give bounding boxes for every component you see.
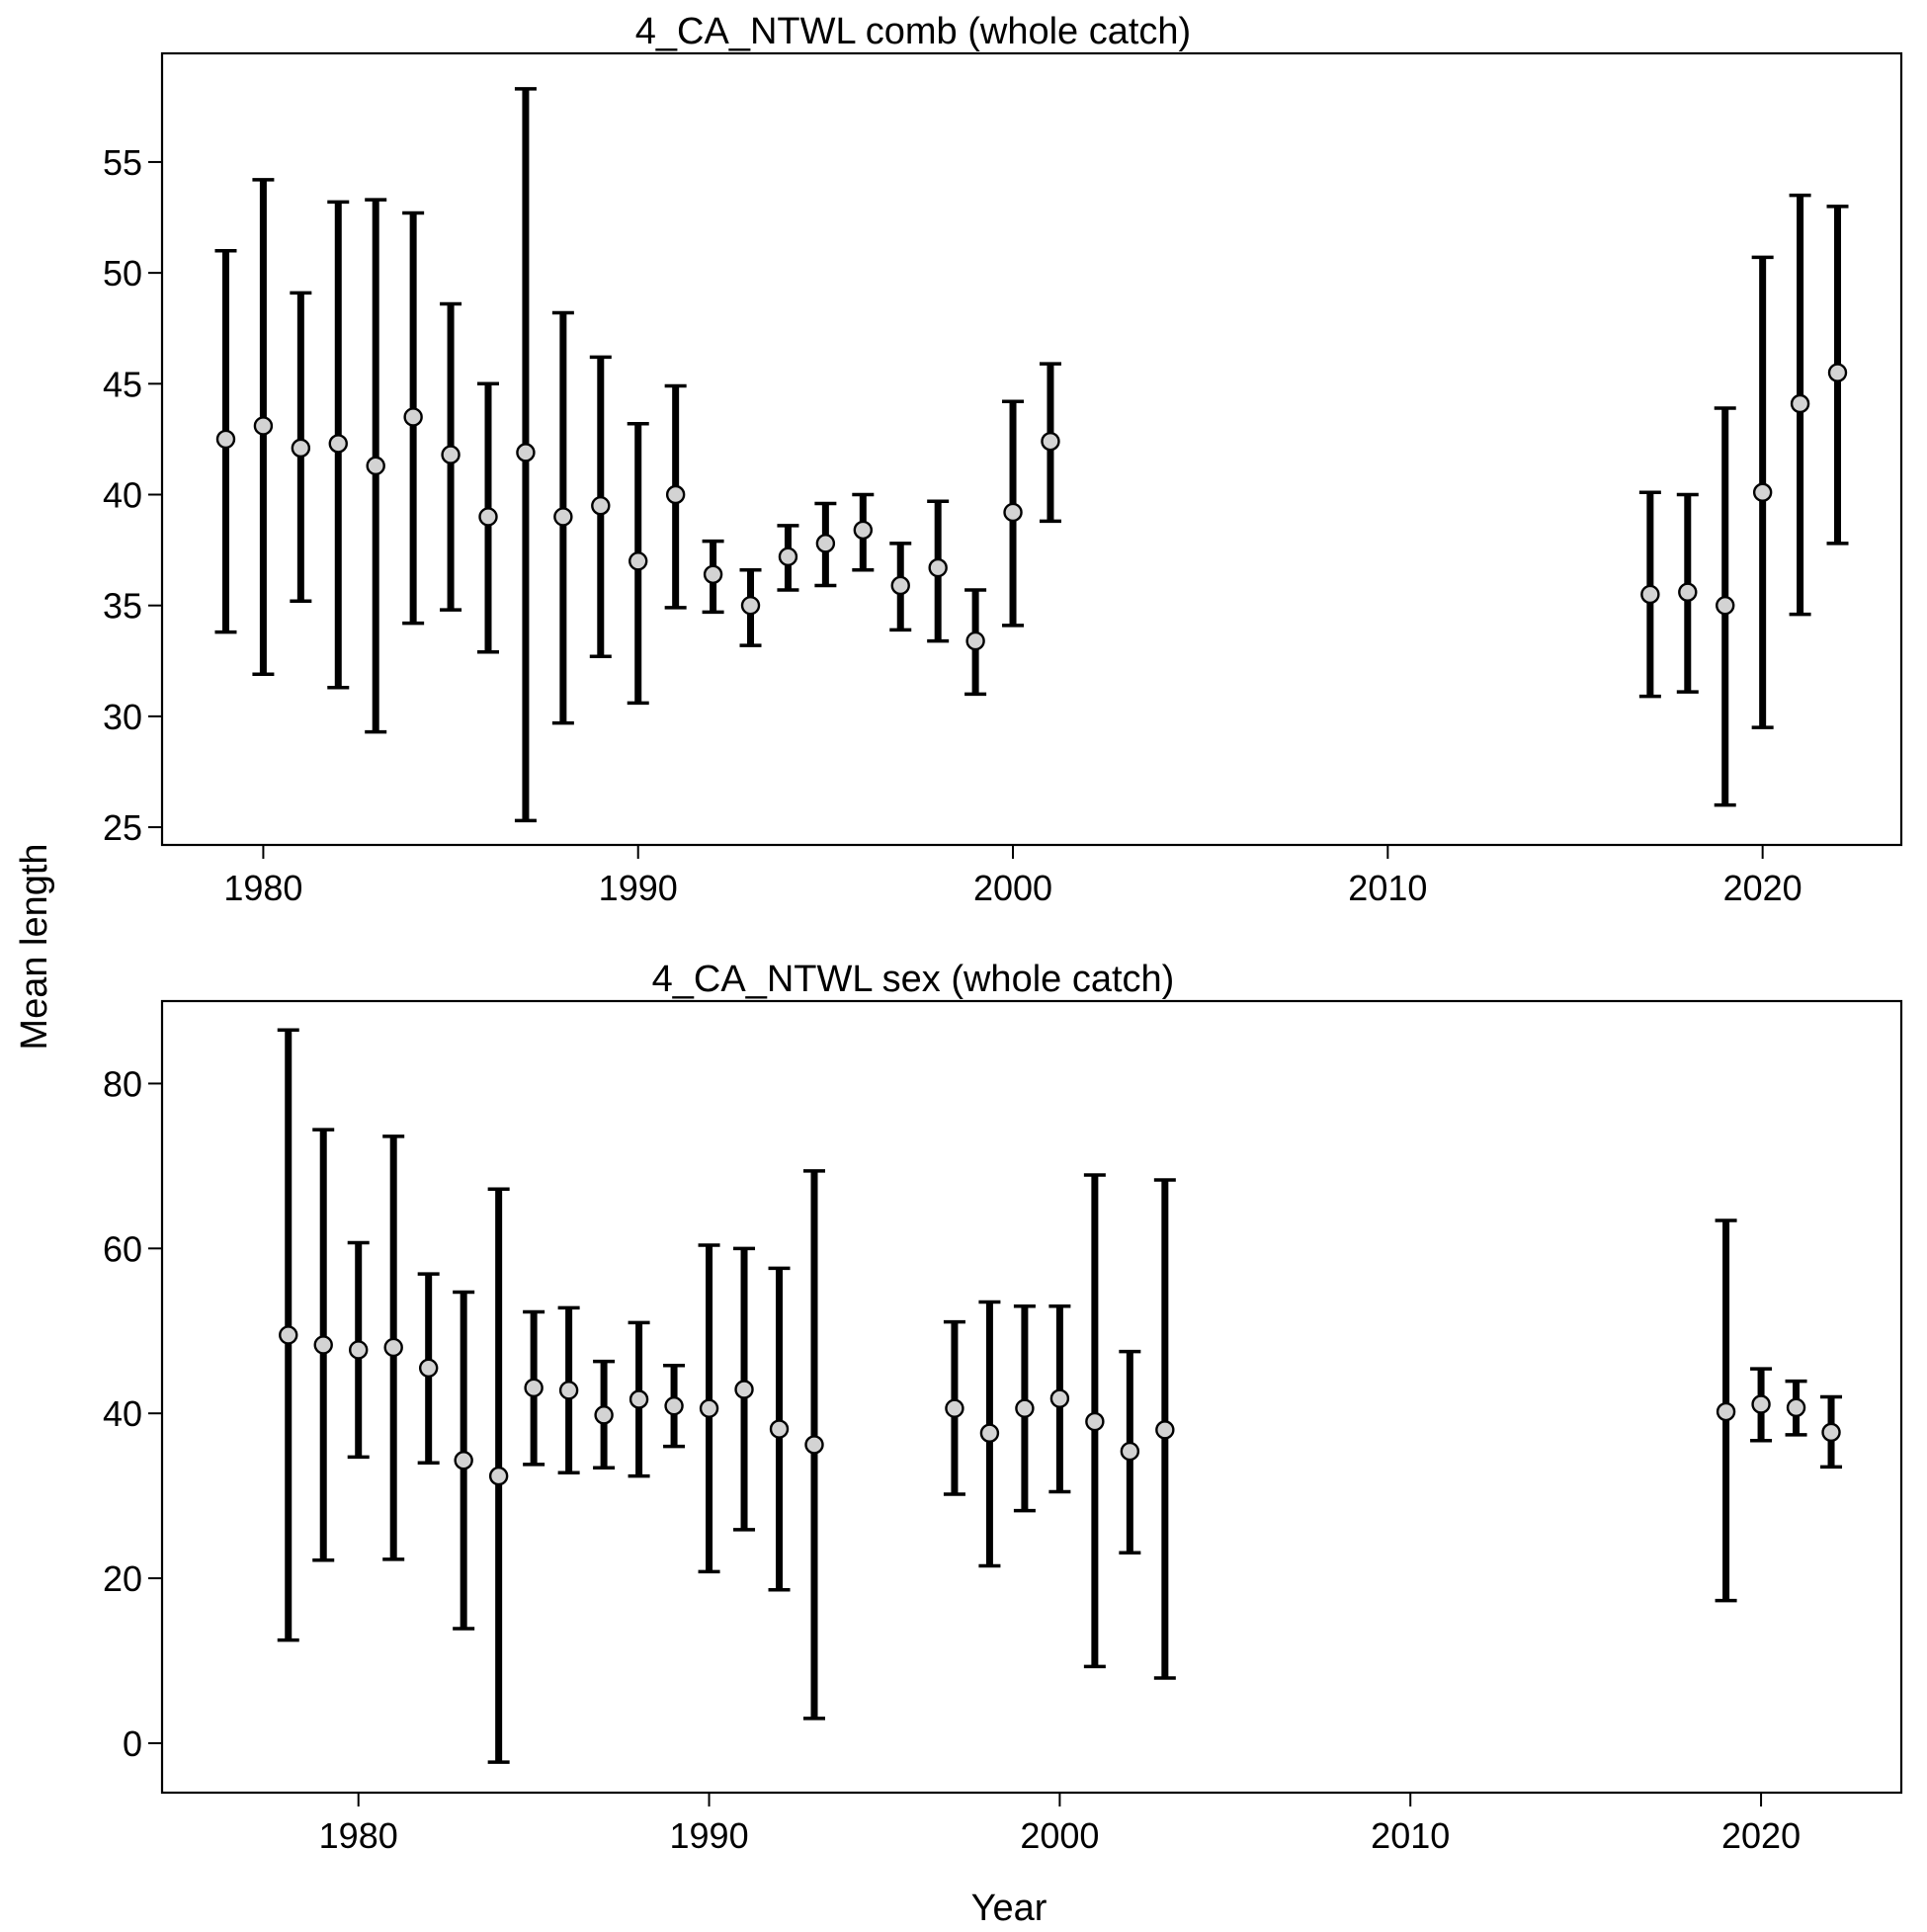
data-point: [1120, 1441, 1140, 1462]
data-point: [1678, 582, 1698, 602]
data-point: [1752, 482, 1773, 502]
plot-frame: [160, 51, 1903, 847]
data-point: [945, 1398, 964, 1418]
data-point: [366, 456, 385, 476]
data-point: [1041, 431, 1060, 452]
x-tick-label: 2000: [973, 868, 1052, 908]
y-tick-label: 25: [103, 807, 142, 848]
data-point: [524, 1378, 544, 1398]
x-tick-label: 1990: [599, 868, 678, 908]
data-point: [890, 575, 910, 596]
data-point: [1003, 502, 1023, 523]
data-point: [383, 1337, 403, 1358]
data-point: [628, 1389, 649, 1409]
data-point: [478, 507, 498, 527]
x-axis-label: Year: [971, 1888, 1047, 1927]
data-point: [516, 443, 536, 462]
data-point: [418, 1358, 439, 1378]
data-point: [1015, 1398, 1035, 1418]
x-tick-label: 1980: [319, 1815, 398, 1856]
x-tick-label: 2010: [1348, 868, 1427, 908]
x-tick-label: 2000: [1020, 1815, 1099, 1856]
x-tick-label: 1990: [670, 1815, 749, 1856]
data-point: [454, 1451, 473, 1470]
data-point: [1786, 1397, 1806, 1418]
data-point: [291, 438, 311, 459]
data-point: [591, 496, 611, 516]
data-point: [328, 434, 348, 454]
data-point: [928, 557, 948, 578]
data-point: [253, 416, 274, 436]
data-point: [1751, 1394, 1771, 1414]
data-point: [1790, 393, 1810, 414]
data-point: [703, 564, 723, 584]
data-point: [853, 520, 874, 541]
y-tick-label: 35: [103, 586, 142, 627]
x-tick-label: 1980: [223, 868, 302, 908]
y-tick-label: 0: [123, 1723, 142, 1764]
data-point: [594, 1405, 614, 1425]
y-tick-label: 45: [103, 364, 142, 404]
chart-title: 4_CA_NTWL sex (whole catch): [652, 959, 1175, 1000]
y-tick-label: 20: [103, 1558, 142, 1599]
data-point: [769, 1419, 790, 1439]
y-tick-label: 30: [103, 697, 142, 737]
data-point: [553, 507, 573, 527]
x-tick-label: 2020: [1723, 868, 1802, 908]
data-point: [403, 407, 423, 427]
y-tick-label: 80: [103, 1063, 142, 1104]
data-point: [279, 1325, 298, 1345]
y-tick-label: 50: [103, 253, 142, 294]
data-point: [1821, 1422, 1841, 1443]
data-point: [1640, 584, 1660, 605]
data-point: [1049, 1388, 1070, 1408]
data-point: [1155, 1420, 1175, 1440]
panel-sex: 4_CA_NTWL sex (whole catch) 1980 1990 2000 2…: [103, 959, 1903, 1856]
data-point: [664, 1395, 684, 1416]
data-point: [558, 1381, 579, 1400]
y-tick-label: 55: [103, 142, 142, 183]
data-point: [804, 1435, 824, 1455]
data-point: [1716, 595, 1735, 616]
data-point: [628, 551, 648, 571]
panel-comb: 4_CA_NTWL comb (whole catch) 1980 1990 2000…: [103, 11, 1903, 908]
plot-frame: [160, 999, 1903, 1795]
chart-title: 4_CA_NTWL comb (whole catch): [635, 11, 1191, 52]
y-tick-label: 40: [103, 1393, 142, 1434]
data-point: [740, 595, 761, 616]
data-point: [699, 1398, 719, 1418]
data-point: [965, 630, 985, 651]
data-point: [349, 1340, 369, 1360]
data-point: [1827, 363, 1848, 382]
data-point: [778, 546, 798, 567]
data-point: [665, 484, 686, 505]
data-point: [1085, 1411, 1105, 1432]
data-point: [488, 1466, 509, 1486]
data-point: [979, 1423, 1000, 1443]
x-tick-label: 2010: [1371, 1815, 1450, 1856]
y-axis-label: Mean length: [14, 843, 55, 1050]
data-point: [441, 445, 461, 464]
data-point: [313, 1335, 333, 1355]
y-tick-label: 40: [103, 474, 142, 515]
data-point: [215, 429, 236, 450]
data-point: [815, 534, 836, 553]
x-tick-label: 2020: [1721, 1815, 1801, 1856]
data-point: [1716, 1401, 1736, 1422]
y-tick-label: 60: [103, 1228, 142, 1269]
data-point: [734, 1380, 754, 1399]
